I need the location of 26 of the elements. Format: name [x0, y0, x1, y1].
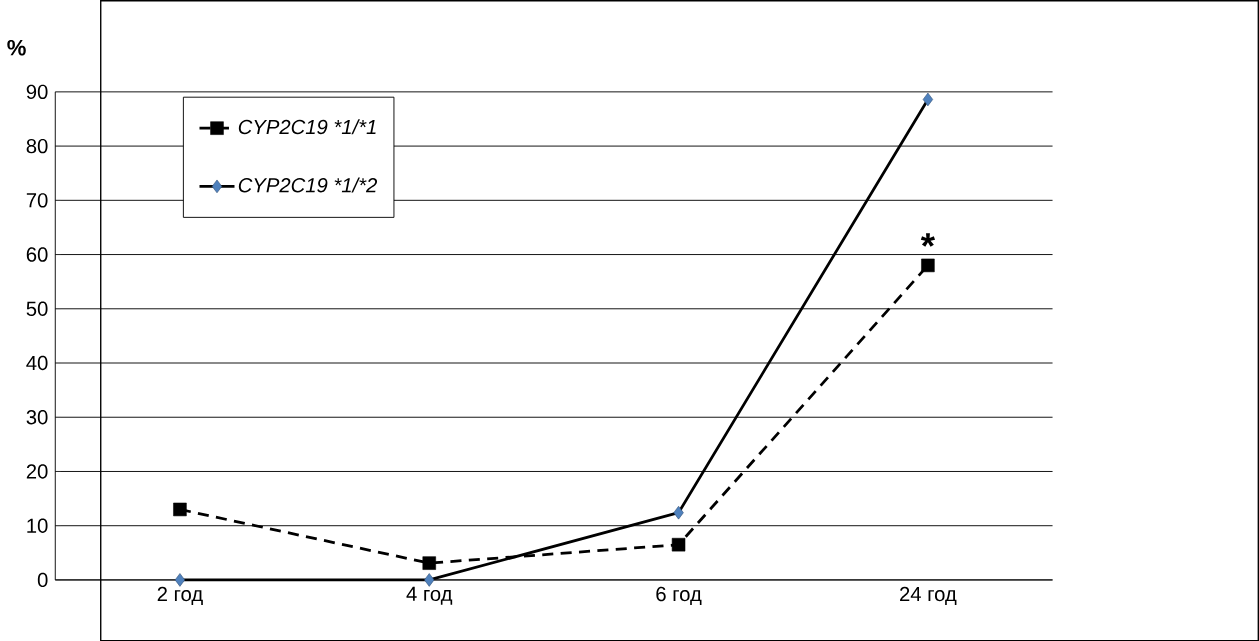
y-tick-label: 70 — [26, 192, 48, 208]
y-axis-title: % — [7, 39, 26, 56]
point — [422, 556, 436, 570]
legend-label: CYP2C19 *1/*2 — [238, 177, 378, 193]
point — [922, 92, 934, 106]
y-tick-label: 60 — [26, 247, 48, 262]
legend-label: CYP2C19 *1/*1 — [238, 119, 376, 134]
y-tick-label: 30 — [26, 409, 48, 425]
x-tick-label: 4 год — [406, 586, 453, 605]
y-tick-label: 90 — [26, 84, 48, 99]
x-tick-label: 2 год — [157, 586, 203, 605]
y-tick-label: 10 — [27, 518, 48, 533]
point — [174, 573, 186, 587]
y-tick-label: 50 — [26, 301, 48, 316]
point — [173, 502, 187, 516]
point — [673, 505, 684, 520]
y-tick-label: 80 — [26, 138, 48, 154]
annotation: * — [920, 232, 936, 247]
y-tick-label: 0 — [37, 572, 48, 587]
y-tick-label: 40 — [26, 355, 48, 370]
x-tick-label: 6 год — [656, 586, 702, 605]
y-tick-label: 20 — [26, 464, 48, 479]
point — [671, 537, 686, 552]
point — [424, 573, 435, 587]
x-tick-label: 24 год — [900, 586, 957, 605]
point — [921, 258, 935, 272]
